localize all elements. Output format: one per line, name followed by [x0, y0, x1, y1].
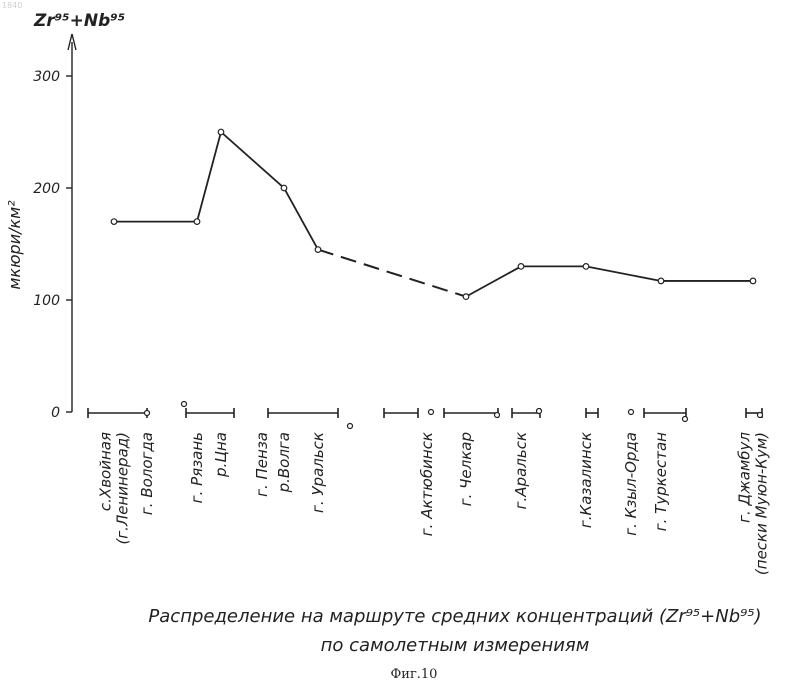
- station-label: р.Цна: [212, 432, 230, 478]
- axis-title: Zr⁹⁵+Nb⁹⁵: [33, 11, 125, 31]
- data-point: [658, 278, 664, 284]
- data-point: [518, 264, 524, 270]
- station-label: г. Кзыл-Орда: [622, 432, 640, 536]
- station-label: г.Аральск: [512, 432, 530, 509]
- station-labels: с.Хвойная(г.Ленинерад) г. Вологда г. Рязан…: [97, 432, 771, 575]
- chart-subtitle: по самолетным измерениям: [321, 635, 590, 656]
- y-tick-label: 200: [33, 181, 60, 197]
- route-marker: [683, 417, 688, 422]
- series-line-3: [466, 266, 753, 296]
- figure-caption: Фиг.10: [391, 667, 438, 682]
- station-label: с.Хвойная: [97, 432, 115, 511]
- series-line-2: [318, 250, 466, 297]
- y-tick-label: 100: [33, 293, 60, 309]
- route-marker: [758, 413, 763, 418]
- route-marker: [629, 410, 634, 415]
- station-label: г.Казалинск: [577, 432, 595, 528]
- route-marker: [537, 409, 542, 414]
- route-marker: [145, 411, 150, 416]
- route-marker: [495, 413, 500, 418]
- station-label: (пески Муюн-Кум): [753, 432, 771, 575]
- y-tick-label: 300: [33, 69, 60, 85]
- data-point: [111, 219, 117, 225]
- station-label: г. Вологда: [138, 432, 156, 515]
- chart-title: Распределение на маршруте средних концен…: [148, 606, 761, 627]
- data-point: [583, 264, 589, 270]
- station-label: г. Джамбул: [736, 432, 754, 523]
- route-marker: [429, 410, 434, 415]
- data-points: [111, 129, 756, 299]
- data-point: [194, 219, 200, 225]
- data-point: [463, 294, 469, 300]
- y-axis-label: мкюри/км²: [5, 200, 24, 290]
- series-line-1: [114, 132, 318, 250]
- y-tick-label: 0: [51, 405, 60, 421]
- station-label: г. Рязань: [188, 432, 206, 503]
- data-point: [281, 185, 287, 191]
- station-label: г. Туркестан: [652, 432, 670, 531]
- station-label: р.Волга: [275, 432, 293, 493]
- station-label: г. Актюбинск: [418, 432, 436, 536]
- station-label: г. Челкар: [457, 432, 475, 506]
- station-label: (г.Ленинерад): [114, 432, 132, 545]
- route-marker: [182, 402, 187, 407]
- route-baseline: [88, 402, 763, 429]
- data-point: [315, 247, 321, 253]
- data-point: [218, 129, 224, 135]
- y-ticks: 0 100 200 300: [33, 69, 72, 421]
- station-label: г. Уральск: [309, 432, 327, 513]
- series-lines: [114, 132, 753, 297]
- station-label: г. Пенза: [253, 432, 271, 497]
- data-point: [750, 278, 756, 284]
- scan-id: 1840: [2, 1, 22, 10]
- route-marker: [348, 424, 353, 429]
